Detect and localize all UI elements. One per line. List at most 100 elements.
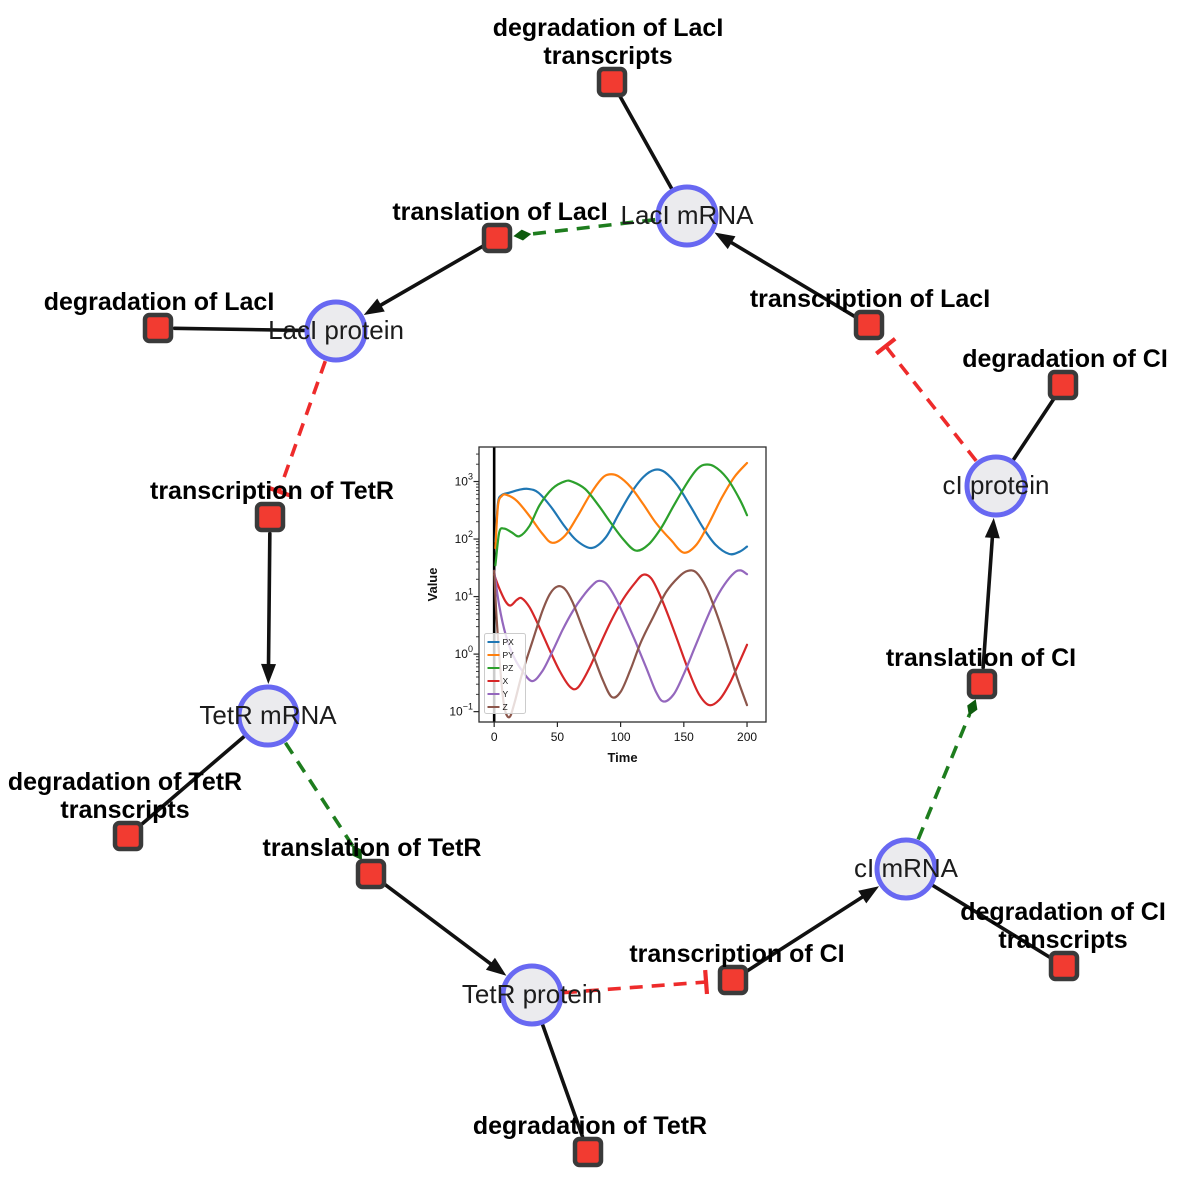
- edge-consumption-ci-protein-to-deg-ci[interactable]: [1011, 396, 1056, 462]
- production-arrowhead-icon: [261, 663, 277, 685]
- species-node-tetr-mrna[interactable]: [236, 684, 300, 748]
- legend-label-Y: Y: [503, 689, 509, 699]
- x-tick-label: 100: [611, 730, 631, 744]
- reaction-node-tx-ci[interactable]: [717, 964, 749, 996]
- chart-plot-frame: [478, 446, 767, 723]
- modifier-diamond-icon: [967, 699, 978, 716]
- legend-label-PZ: PZ: [503, 663, 514, 673]
- edge-production-tx-laci-to-laci-mrna[interactable]: [724, 237, 857, 319]
- reaction-label-transl-ci: translation of CI: [886, 644, 1076, 672]
- production-arrowhead-icon: [485, 957, 507, 976]
- edge-inhibition-tetr-protein-to-tx-ci[interactable]: [563, 980, 707, 995]
- chart-series-layer: [493, 461, 749, 719]
- series-line-Y: [493, 569, 749, 703]
- y-tick-exponent: 2: [468, 529, 473, 539]
- x-tick-label: 150: [674, 730, 694, 744]
- reaction-label-deg-tetr-tx: degradation of TetR transcripts: [8, 768, 242, 824]
- reaction-label-transl-laci: translation of LacI: [392, 198, 607, 226]
- y-tick-base: 10: [455, 590, 469, 604]
- series-line-PX: [494, 468, 749, 556]
- series-line-PZ: [494, 463, 749, 567]
- y-tick-exponent: 0: [468, 644, 473, 654]
- reaction-node-tx-laci[interactable]: [853, 309, 885, 341]
- edge-production-tx-tetr-to-tetr-mrna[interactable]: [266, 531, 272, 672]
- reaction-label-line: transcription of CI: [629, 940, 844, 968]
- species-label-tetr-mrna: TetR mRNA: [199, 700, 337, 730]
- edge-production-tx-ci-to-ci-mrna[interactable]: [745, 892, 870, 973]
- species-label-ci-protein: cI protein: [943, 470, 1050, 500]
- production-arrowhead-icon: [984, 517, 1000, 539]
- inhibition-bar-icon: [267, 485, 292, 498]
- reaction-node-deg-tetr-tx[interactable]: [112, 820, 144, 852]
- reaction-label-tx-ci: transcription of CI: [629, 940, 844, 968]
- reaction-label-deg-tetr: degradation of TetR: [473, 1112, 707, 1140]
- edge-modifier-tetr-mrna-to-transl-tetr[interactable]: [283, 741, 355, 848]
- labels-layer: LacI mRNA LacI protein TetR mRNA TetR prote…: [8, 14, 1168, 1140]
- edge-consumption-laci-mrna-to-deg-laci-tx[interactable]: [618, 94, 674, 190]
- species-label-laci-protein: LacI protein: [268, 315, 404, 345]
- y-tick-label: 102: [455, 529, 473, 546]
- edge-inhibition-ci-protein-to-tx-laci[interactable]: [884, 345, 978, 462]
- reaction-label-transl-tetr: translation of TetR: [263, 834, 482, 862]
- y-tick-exponent: −1: [463, 702, 473, 712]
- series-line-X: [493, 573, 749, 707]
- edge-consumption-laci-protein-to-deg-laci[interactable]: [172, 326, 306, 333]
- reaction-node-deg-tetr[interactable]: [572, 1136, 604, 1168]
- species-node-ci-mrna[interactable]: [874, 837, 938, 901]
- edge-production-transl-laci-to-laci-protein[interactable]: [374, 244, 485, 310]
- reaction-node-transl-tetr[interactable]: [355, 858, 387, 890]
- reaction-node-transl-laci[interactable]: [481, 222, 513, 254]
- reaction-label-line: transcripts: [60, 796, 189, 824]
- edge-modifier-ci-mrna-to-transl-ci[interactable]: [916, 713, 972, 841]
- reaction-label-deg-ci-tx: degradation of CI transcripts: [960, 898, 1166, 954]
- reaction-label-line: translation of LacI: [392, 198, 607, 226]
- y-tick-label: 101: [455, 587, 473, 604]
- reaction-label-line: degradation of CI: [962, 345, 1168, 373]
- reaction-label-line: transcripts: [998, 926, 1127, 954]
- y-tick-label: 10−1: [449, 702, 473, 719]
- x-tick-label: 200: [737, 730, 757, 744]
- reaction-label-tx-laci: transcription of LacI: [750, 285, 990, 313]
- edge-production-transl-ci-to-ci-protein[interactable]: [981, 530, 995, 670]
- reaction-node-deg-ci[interactable]: [1047, 369, 1079, 401]
- reaction-label-deg-ci: degradation of CI: [962, 345, 1168, 373]
- edge-consumption-tetr-mrna-to-deg-tetr-tx[interactable]: [138, 735, 246, 828]
- reaction-label-line: degradation of LacI: [493, 14, 724, 42]
- production-arrowhead-icon: [714, 232, 736, 250]
- reaction-label-line: transcripts: [543, 42, 672, 70]
- reaction-label-line: transcription of LacI: [750, 285, 990, 313]
- species-node-ci-protein[interactable]: [964, 454, 1028, 518]
- production-arrowhead-icon: [363, 298, 385, 315]
- reaction-node-deg-laci[interactable]: [142, 312, 174, 344]
- species-node-laci-mrna[interactable]: [655, 184, 719, 248]
- species-label-ci-mrna: cI mRNA: [854, 853, 959, 883]
- reaction-label-line: translation of TetR: [263, 834, 482, 862]
- reaction-node-deg-laci-tx[interactable]: [596, 66, 628, 98]
- reaction-node-transl-ci[interactable]: [966, 668, 998, 700]
- edge-inhibition-laci-protein-to-tx-tetr[interactable]: [277, 360, 327, 493]
- edges-layer: [138, 94, 1056, 1139]
- species-label-tetr-protein: TetR protein: [462, 979, 602, 1009]
- y-tick-exponent: 1: [468, 587, 473, 597]
- reaction-node-deg-ci-tx[interactable]: [1048, 950, 1080, 982]
- species-node-tetr-protein[interactable]: [500, 963, 564, 1027]
- species-node-laci-protein[interactable]: [304, 299, 368, 363]
- y-tick-label: 103: [455, 472, 473, 489]
- reaction-node-tx-tetr[interactable]: [254, 501, 286, 533]
- edge-production-transl-tetr-to-tetr-protein[interactable]: [382, 882, 498, 970]
- nodes-layer: [112, 66, 1080, 1168]
- reaction-label-line: degradation of TetR: [473, 1112, 707, 1140]
- inset-chart: 0 50 100 150 20010−1100101102103TimeValuePXP…: [425, 436, 772, 766]
- y-tick-base: 10: [455, 532, 469, 546]
- reaction-label-tx-tetr: transcription of TetR: [150, 477, 394, 505]
- reaction-label-line: degradation of TetR: [8, 768, 242, 796]
- edge-consumption-ci-mrna-to-deg-ci-tx[interactable]: [931, 883, 1052, 960]
- legend-label-Z: Z: [503, 702, 508, 712]
- reaction-label-line: degradation of CI: [960, 898, 1166, 926]
- series-line-PY: [494, 461, 749, 554]
- edge-consumption-tetr-protein-to-deg-tetr[interactable]: [540, 1023, 585, 1139]
- reaction-label-line: transcription of TetR: [150, 477, 394, 505]
- chart-xaxis-label: Time: [607, 750, 637, 765]
